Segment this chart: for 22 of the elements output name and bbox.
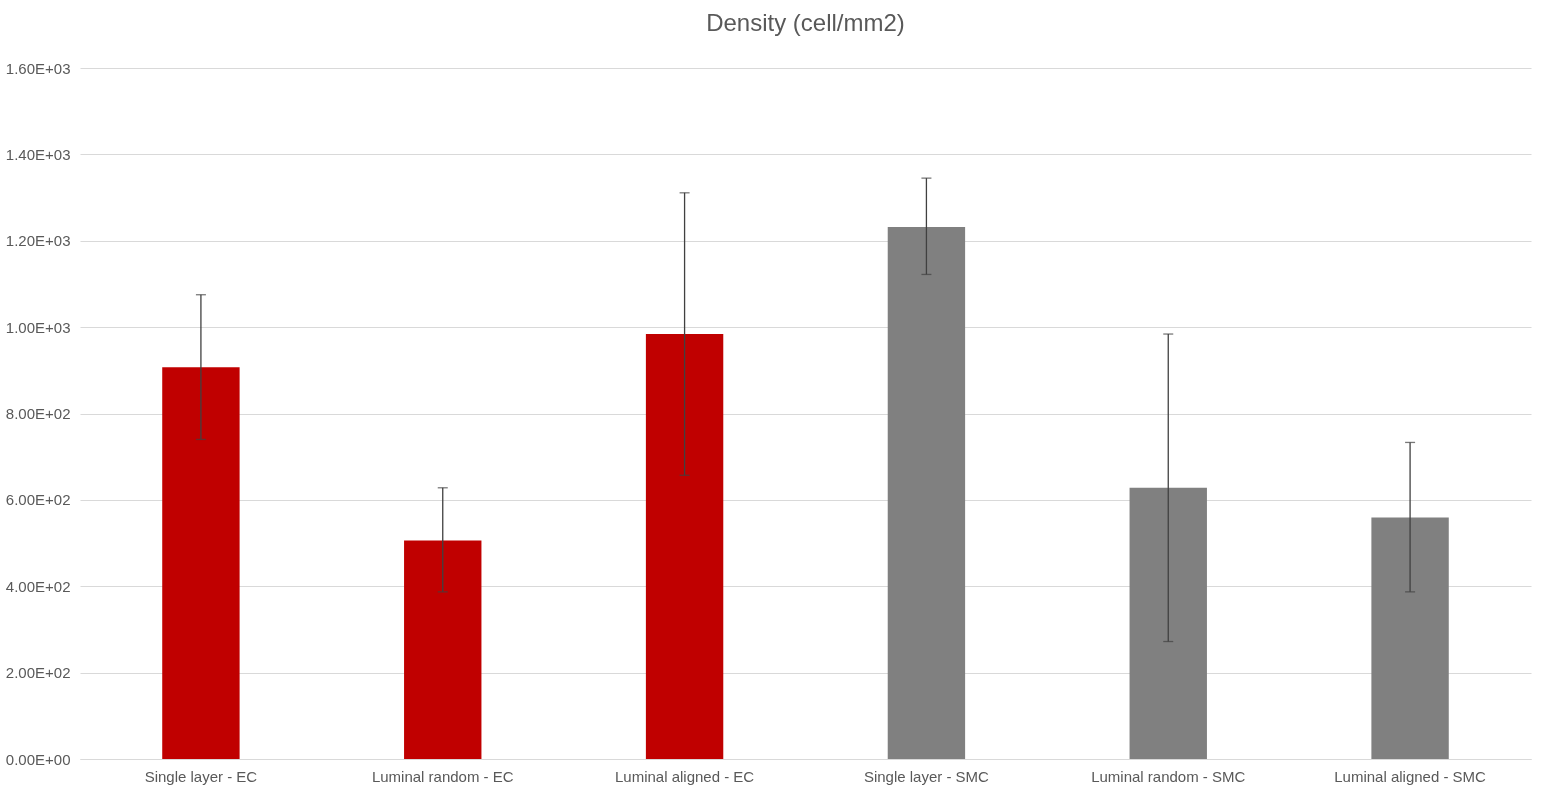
y-tick-label: 0.00E+00 bbox=[5, 750, 71, 768]
chart-title: Density (cell/mm2) bbox=[706, 9, 905, 36]
x-tick-label: Luminal random - SMC bbox=[1091, 767, 1246, 785]
bar bbox=[162, 367, 240, 759]
bar bbox=[1371, 517, 1449, 759]
x-tick-label: Luminal aligned - EC bbox=[614, 767, 755, 785]
x-tick-label: Luminal random - EC bbox=[371, 767, 514, 785]
bar bbox=[404, 540, 482, 759]
bar bbox=[645, 334, 724, 759]
y-tick-label: 2.00E+02 bbox=[5, 664, 71, 682]
y-tick-label: 1.40E+03 bbox=[5, 145, 71, 163]
y-tick-label: 1.20E+03 bbox=[5, 232, 71, 250]
x-tick-label: Luminal aligned - SMC bbox=[1334, 767, 1487, 785]
y-tick-label: 8.00E+02 bbox=[5, 405, 71, 422]
x-tick-label: Single layer - SMC bbox=[863, 767, 990, 785]
bar bbox=[1129, 487, 1207, 759]
y-tick-label: 1.00E+03 bbox=[5, 318, 71, 336]
y-tick-label: 6.00E+02 bbox=[5, 491, 71, 509]
bar bbox=[887, 226, 966, 759]
y-tick-label: 1.60E+03 bbox=[5, 59, 71, 77]
x-tick-label: Single layer - EC bbox=[144, 767, 258, 785]
y-tick-label: 4.00E+02 bbox=[5, 577, 71, 595]
